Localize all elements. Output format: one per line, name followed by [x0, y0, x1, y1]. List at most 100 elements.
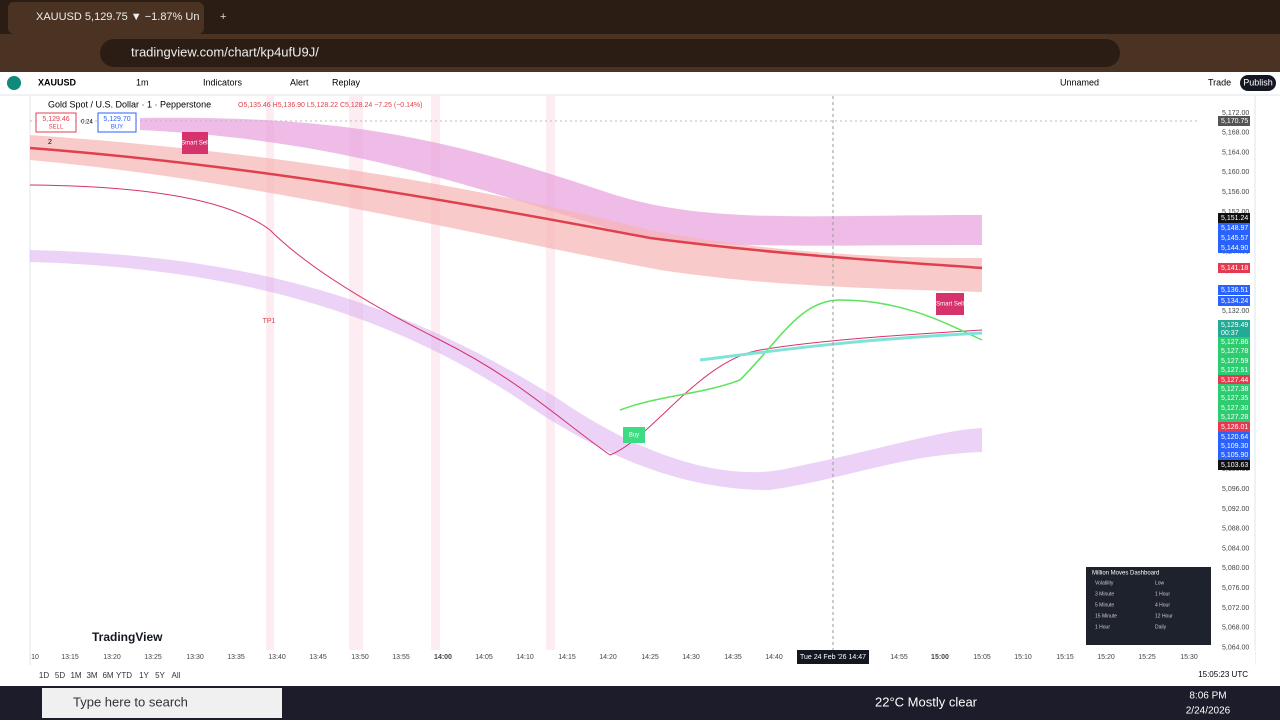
price-badge — [1218, 403, 1250, 413]
time-tick-label: 13:30 — [186, 654, 204, 661]
range-button[interactable]: 5D — [55, 671, 65, 680]
new-tab[interactable]: + — [220, 11, 226, 23]
range-button[interactable]: 6M — [102, 671, 113, 680]
address-bar[interactable] — [100, 39, 1120, 67]
range-button[interactable]: YTD — [116, 671, 132, 680]
dashboard-cell: 15 Minute — [1095, 613, 1117, 619]
replay[interactable]: Replay — [332, 77, 361, 87]
url: tradingview.com/chart/kp4ufU9J/ — [131, 44, 319, 59]
layout-name[interactable]: Unnamed — [1060, 77, 1099, 87]
price-badge-label: 5,127.35 — [1221, 395, 1248, 402]
publish-button[interactable] — [1240, 75, 1276, 91]
price-badge — [1218, 441, 1250, 451]
range-button[interactable]: 5Y — [155, 671, 165, 680]
dashboard-cell: Low — [1155, 580, 1165, 586]
time-tick-label: 14:35 — [724, 654, 742, 661]
price-badge-label: 5,148.97 — [1221, 225, 1248, 232]
price-badge — [1218, 243, 1250, 253]
price-tick-label: 5,164.00 — [1222, 149, 1249, 156]
indicator-count[interactable]: 2 — [48, 139, 52, 146]
lower-band — [30, 250, 982, 490]
time-tick-label: 14:40 — [765, 654, 783, 661]
price-badge — [1218, 296, 1250, 306]
range-button[interactable]: 3M — [86, 671, 97, 680]
time-tick-label: 14:30 — [682, 654, 700, 661]
price-badge — [1218, 460, 1250, 470]
price-badge — [1218, 384, 1250, 394]
price-tick-label: 5,172.00 — [1222, 110, 1249, 117]
tab-title: XAUUSD 5,129.75 ▼ −1.87% Un — [36, 11, 199, 23]
price-badge — [1218, 346, 1250, 356]
avatar[interactable] — [7, 76, 21, 90]
trade[interactable]: Trade — [1208, 77, 1231, 87]
time-tick-label: 13:20 — [103, 654, 121, 661]
range-button[interactable]: 1M — [70, 671, 81, 680]
price-badge-label: 5,127.38 — [1221, 386, 1248, 393]
price-badge — [1218, 213, 1250, 223]
price-badge-label: 5,170.75 — [1221, 118, 1248, 125]
annotation: TP1 — [263, 318, 276, 325]
time-tick-label: 15:05 — [973, 654, 991, 661]
drawing-tools — [0, 96, 30, 686]
search-box[interactable] — [42, 688, 282, 718]
time-tick-label: 14:15 — [558, 654, 576, 661]
buy-price: 5,129.70 — [103, 116, 130, 123]
price-badge-label: 5,127.78 — [1221, 348, 1248, 355]
price-badge-label: 5,105.90 — [1221, 452, 1248, 459]
time-tick-label: 13:40 — [268, 654, 286, 661]
legend-title: Gold Spot / U.S. Dollar · 1 · Pepperston… — [48, 99, 211, 109]
search-text: Type here to search — [73, 694, 188, 709]
range-button[interactable]: 1D — [39, 671, 49, 680]
price-tick-label: 5,152.00 — [1222, 209, 1249, 216]
range-button[interactable]: 1Y — [139, 671, 149, 680]
time-tick-label: 13:25 — [144, 654, 162, 661]
crosshair-time: Tue 24 Feb '26 14:47 — [800, 654, 866, 661]
price-badge — [1218, 116, 1250, 126]
weather: 22°C Mostly clear — [875, 694, 978, 709]
price-badge-label: 5,141.18 — [1221, 265, 1248, 272]
dashboard-cell: 4 Hour — [1155, 602, 1170, 608]
highlight-column — [349, 96, 363, 650]
time-tick-label: 15:00 — [931, 654, 949, 661]
price-badge — [1218, 375, 1250, 385]
price-badge — [1218, 233, 1250, 243]
time-tick-label: 13:50 — [351, 654, 369, 661]
time-tick-label: 14:05 — [475, 654, 493, 661]
price-badge-label: 5,145.57 — [1221, 235, 1248, 242]
price-badge — [1218, 422, 1250, 432]
buy-button[interactable] — [97, 112, 137, 133]
price-badge-label: 5,127.30 — [1221, 405, 1248, 412]
time-tick-label: 13:55 — [392, 654, 410, 661]
price-tick-label: 5,068.00 — [1222, 625, 1249, 632]
tab[interactable] — [8, 2, 204, 34]
time-tick-label: 15:20 — [1097, 654, 1115, 661]
sell-price: 5,129.46 — [42, 116, 69, 123]
time-tick-label: 15:15 — [1056, 654, 1074, 661]
price-badge — [1218, 263, 1250, 273]
price-badge — [1218, 328, 1250, 338]
annotation: Smart Sell — [936, 302, 964, 308]
range-button[interactable]: All — [172, 671, 181, 680]
price-tick-label: 5,132.00 — [1222, 308, 1249, 315]
price-tick-label: 5,156.00 — [1222, 189, 1249, 196]
symbol[interactable]: XAUUSD — [38, 77, 77, 87]
time: 8:06 PM — [1189, 691, 1226, 702]
bottom-bar — [0, 665, 1280, 686]
crosshair-label-box — [797, 650, 869, 664]
chart-pane: Smart Sell Smart Sell Buy TP1 — [29, 96, 1200, 650]
price-badge — [1218, 320, 1250, 330]
annotation-box — [936, 293, 964, 315]
price-badge-label: 5,127.59 — [1221, 358, 1248, 365]
highlight-column — [266, 96, 274, 650]
time-tick-label: 14:00 — [434, 654, 452, 661]
time-tick-label: 14:55 — [890, 654, 908, 661]
time-tick-label: 14:10 — [516, 654, 534, 661]
interval[interactable]: 1m — [136, 77, 149, 87]
indicators[interactable]: Indicators — [203, 77, 243, 87]
price-badge-label: 5,127.51 — [1221, 367, 1248, 374]
dashboard-cell: 12 Hour — [1155, 613, 1173, 619]
sell-button[interactable] — [35, 112, 77, 133]
annotation: Buy — [629, 433, 639, 439]
alert[interactable]: Alert — [290, 77, 309, 87]
